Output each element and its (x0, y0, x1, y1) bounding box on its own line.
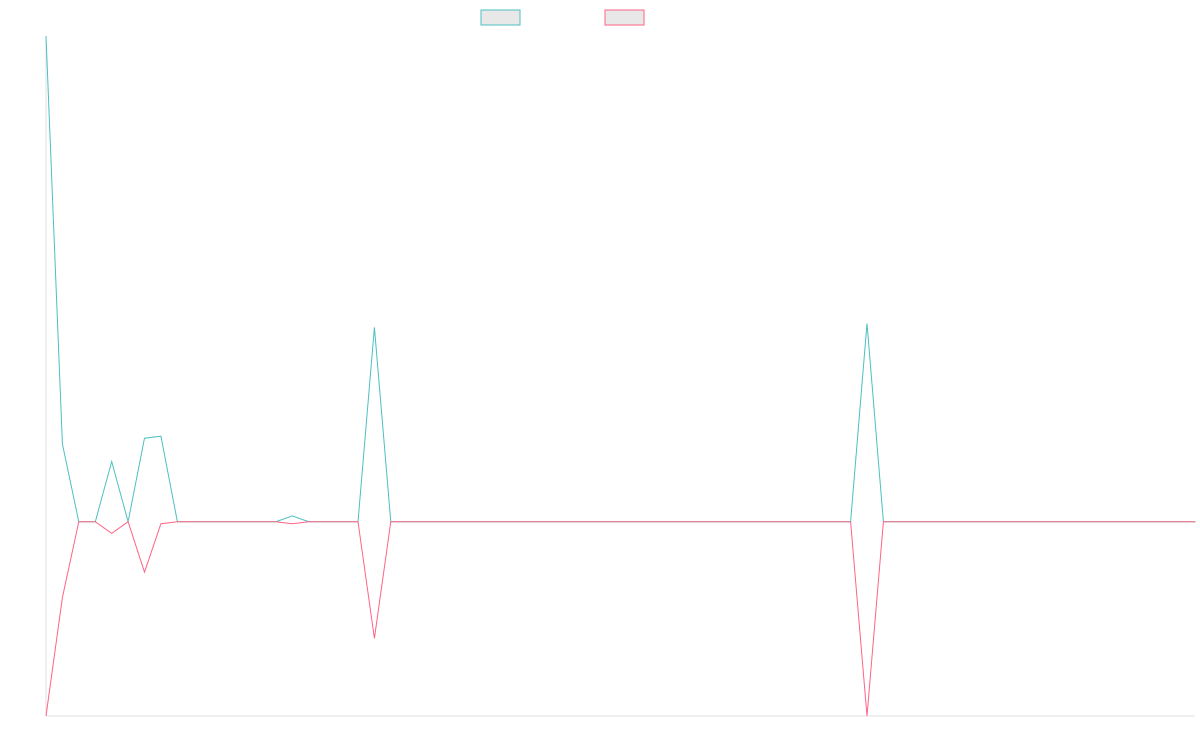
series-line-1 (45, 35, 1196, 523)
legend (480, 9, 645, 26)
series-line-2 (45, 520, 1196, 717)
axes (45, 36, 1195, 717)
legend-swatch-1[interactable] (480, 9, 521, 26)
legend-swatch-2[interactable] (604, 9, 645, 26)
plot-area (45, 35, 1196, 717)
